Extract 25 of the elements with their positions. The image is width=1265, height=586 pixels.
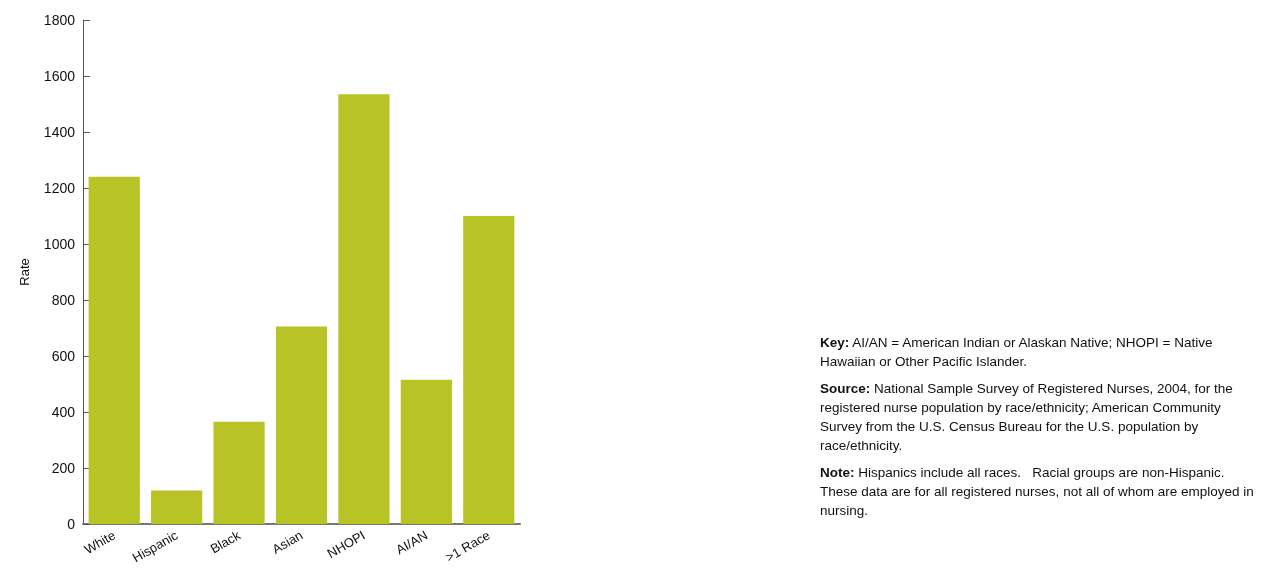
source-note: Source: National Sample Survey of Registered Nurses, 2004, for the registered nurse population by race/ethnicity; American Community Survey from the U.S. Census Bureau for the U.S. population by race/ethnicity. bbox=[820, 381, 1234, 453]
y-axis-title: Rate bbox=[17, 258, 32, 286]
x-tick-label: Asian bbox=[269, 527, 306, 557]
y-tick-label: 0 bbox=[67, 516, 76, 532]
x-tick-label: >1 Race bbox=[442, 527, 493, 565]
bar bbox=[400, 379, 452, 524]
y-tick-label: 800 bbox=[51, 292, 76, 308]
text: Note: Hispanics include all races. Racial groups are non-Hispanic. These data are for all registered nurses, not all of whom are employed in nursing. bbox=[820, 465, 1255, 518]
y-tick-label: 200 bbox=[51, 460, 76, 476]
y-tick-label: 1200 bbox=[43, 180, 76, 196]
y-tick-label: 1600 bbox=[43, 68, 76, 84]
text: Key: AI/AN = American Indian or Alaskan Native; NHOPI = Native Hawaiian or Other Pacific Islander. bbox=[820, 335, 1214, 369]
x-tick-label: Black bbox=[207, 527, 244, 557]
y-tick-label: 1800 bbox=[43, 12, 76, 28]
y-tick-label: 1400 bbox=[43, 124, 76, 140]
bar bbox=[151, 490, 203, 524]
y-tick-label: 1000 bbox=[43, 236, 76, 252]
y-tick-label: 600 bbox=[51, 348, 76, 364]
bar bbox=[213, 421, 265, 524]
bar bbox=[463, 216, 515, 524]
bar bbox=[275, 326, 328, 524]
x-tick-label: White bbox=[81, 527, 118, 558]
bar bbox=[338, 94, 390, 524]
bar bbox=[88, 176, 140, 524]
y-tick-label: 400 bbox=[51, 404, 76, 420]
